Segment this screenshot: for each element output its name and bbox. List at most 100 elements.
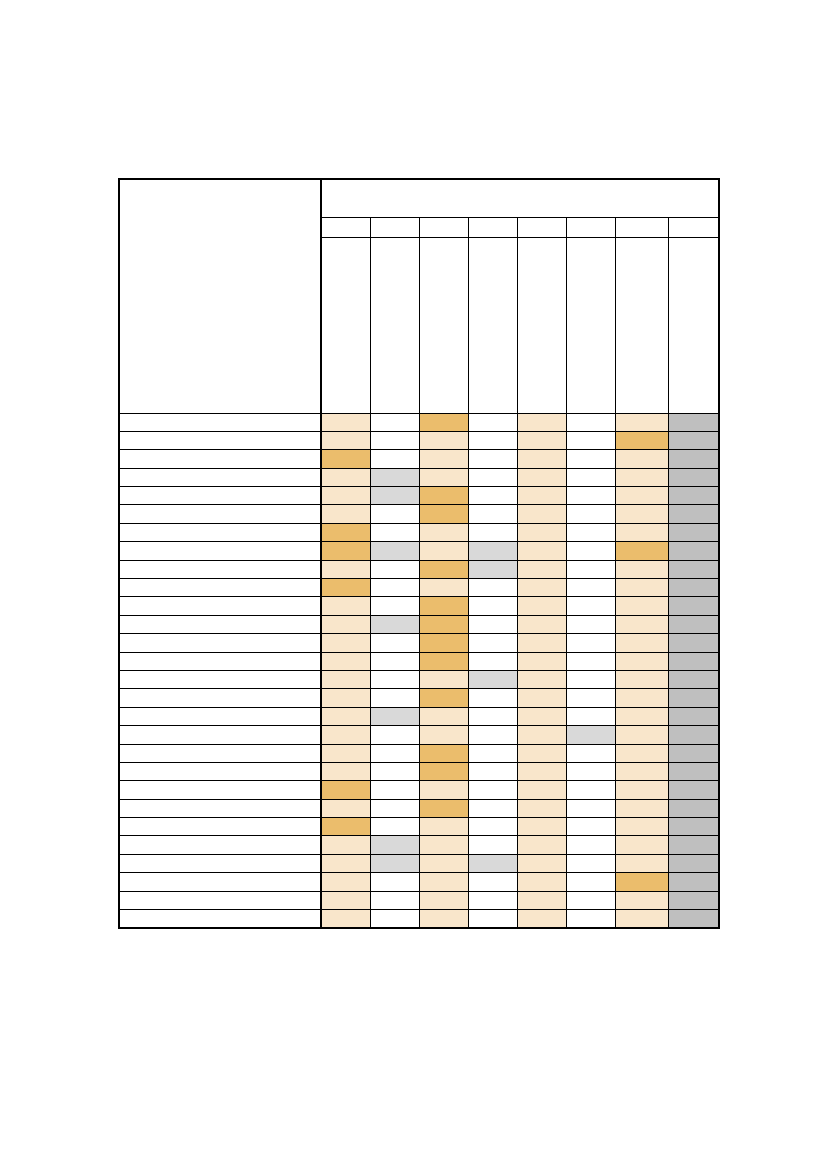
shaded-cell xyxy=(467,798,518,819)
shaded-cell xyxy=(516,761,567,782)
header-number-row xyxy=(119,216,720,238)
shaded-cell xyxy=(565,817,616,837)
table-row xyxy=(118,541,720,561)
shaded-cell xyxy=(467,725,518,745)
shaded-cell xyxy=(667,412,720,432)
shaded-cell xyxy=(667,430,720,451)
table-row xyxy=(118,467,720,488)
shaded-cell xyxy=(667,725,720,745)
shaded-cell xyxy=(516,780,567,800)
shaded-cell xyxy=(667,909,720,929)
shaded-cell xyxy=(565,872,616,892)
shaded-cell xyxy=(418,596,469,616)
shaded-cell xyxy=(565,467,616,488)
shaded-cell xyxy=(418,761,469,782)
row-label xyxy=(118,798,322,819)
shaded-cell xyxy=(418,669,469,690)
shaded-cell xyxy=(516,853,567,874)
shaded-cell xyxy=(516,522,567,543)
shaded-cell xyxy=(369,872,420,892)
shaded-cell xyxy=(614,633,669,653)
shaded-cell xyxy=(667,467,720,488)
shaded-cell xyxy=(667,614,720,635)
shaded-cell xyxy=(516,596,567,616)
shaded-cell xyxy=(418,504,469,524)
table-row xyxy=(118,890,720,911)
shaded-cell xyxy=(565,430,616,451)
shaded-cell xyxy=(369,835,420,855)
shaded-cell xyxy=(667,743,720,763)
row-label xyxy=(118,504,322,524)
shaded-cell xyxy=(467,467,518,488)
shaded-cell xyxy=(614,743,669,763)
table-row xyxy=(118,522,720,543)
shaded-cell xyxy=(516,725,567,745)
shaded-cell xyxy=(565,725,616,745)
shaded-cell xyxy=(418,890,469,911)
shaded-cell xyxy=(369,596,420,616)
column-title xyxy=(614,236,669,414)
shaded-cell xyxy=(320,872,371,892)
shaded-cell xyxy=(467,430,518,451)
shaded-cell xyxy=(614,522,669,543)
shaded-cell xyxy=(614,614,669,635)
shaded-cell xyxy=(467,780,518,800)
shaded-cell xyxy=(516,669,567,690)
shaded-cell xyxy=(320,412,371,432)
shaded-cell xyxy=(369,412,420,432)
shaded-cell xyxy=(369,504,420,524)
shaded-cell xyxy=(369,467,420,488)
shaded-cell xyxy=(565,780,616,800)
shaded-cell xyxy=(369,578,420,598)
shaded-cell xyxy=(565,578,616,598)
shaded-cell xyxy=(320,559,371,580)
shaded-cell xyxy=(320,651,371,671)
shaded-cell xyxy=(565,688,616,708)
row-label xyxy=(118,614,322,635)
header-title-row xyxy=(119,236,720,414)
shaded-cell xyxy=(565,798,616,819)
shaded-cell xyxy=(369,725,420,745)
shaded-cell xyxy=(467,817,518,837)
shaded-cell xyxy=(565,486,616,506)
table-row xyxy=(118,651,720,671)
shaded-cell xyxy=(565,449,616,469)
table-row xyxy=(118,817,720,837)
shaded-cell xyxy=(614,835,669,855)
table-row xyxy=(118,449,720,469)
shaded-cell xyxy=(667,651,720,671)
grid-body xyxy=(118,178,720,929)
shaded-cell xyxy=(320,522,371,543)
table-row xyxy=(118,706,720,727)
shaded-cell xyxy=(320,449,371,469)
shaded-cell xyxy=(516,835,567,855)
shaded-cell xyxy=(565,614,616,635)
shaded-cell xyxy=(667,688,720,708)
row-label xyxy=(118,725,322,745)
shaded-cell xyxy=(467,449,518,469)
row-label xyxy=(118,651,322,671)
shaded-cell xyxy=(516,688,567,708)
row-label xyxy=(118,872,322,892)
shaded-cell xyxy=(467,412,518,432)
shaded-cell xyxy=(467,614,518,635)
shaded-cell xyxy=(418,688,469,708)
shaded-cell xyxy=(565,890,616,911)
shaded-cell xyxy=(369,449,420,469)
column-number xyxy=(369,216,420,238)
shaded-cell xyxy=(614,780,669,800)
shaded-cell xyxy=(565,504,616,524)
shaded-cell xyxy=(467,486,518,506)
table-row xyxy=(118,853,720,874)
shaded-cell xyxy=(565,853,616,874)
shaded-cell xyxy=(614,909,669,929)
shaded-cell xyxy=(614,872,669,892)
shaded-cell xyxy=(369,559,420,580)
column-number xyxy=(516,216,567,238)
row-label xyxy=(118,835,322,855)
shaded-cell xyxy=(320,486,371,506)
column-number xyxy=(565,216,616,238)
column-number xyxy=(418,216,469,238)
shaded-cell xyxy=(418,486,469,506)
shaded-cell xyxy=(320,890,371,911)
